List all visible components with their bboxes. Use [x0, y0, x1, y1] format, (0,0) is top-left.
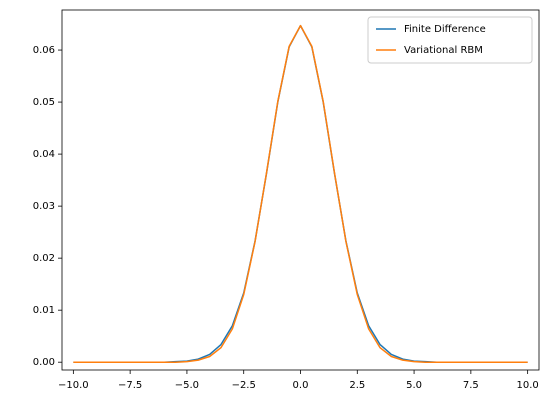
- x-tick-label: −7.5: [118, 380, 142, 391]
- y-tick-label: 0.06: [33, 45, 55, 56]
- x-tick-label: 2.5: [349, 380, 365, 391]
- x-tick-label: −10.0: [58, 380, 89, 391]
- y-tick-label: 0.03: [33, 201, 55, 212]
- x-tick-label: −5.0: [175, 380, 199, 391]
- legend-box: [367, 16, 533, 64]
- x-tick-label: 10.0: [517, 380, 539, 391]
- series-line: [73, 24, 528, 363]
- legend-label: Variational RBM: [404, 45, 483, 56]
- plot-frame: [61, 9, 540, 371]
- x-tick-label: 5.0: [406, 380, 422, 391]
- y-tick-label: 0.05: [33, 97, 55, 108]
- legend-label: Finite Difference: [404, 24, 486, 35]
- x-tick-label: 7.5: [463, 380, 479, 391]
- y-tick-label: 0.02: [33, 253, 55, 264]
- y-tick-label: 0.04: [33, 149, 55, 160]
- x-tick-label: 0.0: [293, 380, 309, 391]
- y-tick-label: 0.01: [33, 305, 55, 316]
- y-tick-label: 0.00: [33, 357, 55, 368]
- x-tick-label: −2.5: [232, 380, 256, 391]
- series-line: [73, 24, 528, 363]
